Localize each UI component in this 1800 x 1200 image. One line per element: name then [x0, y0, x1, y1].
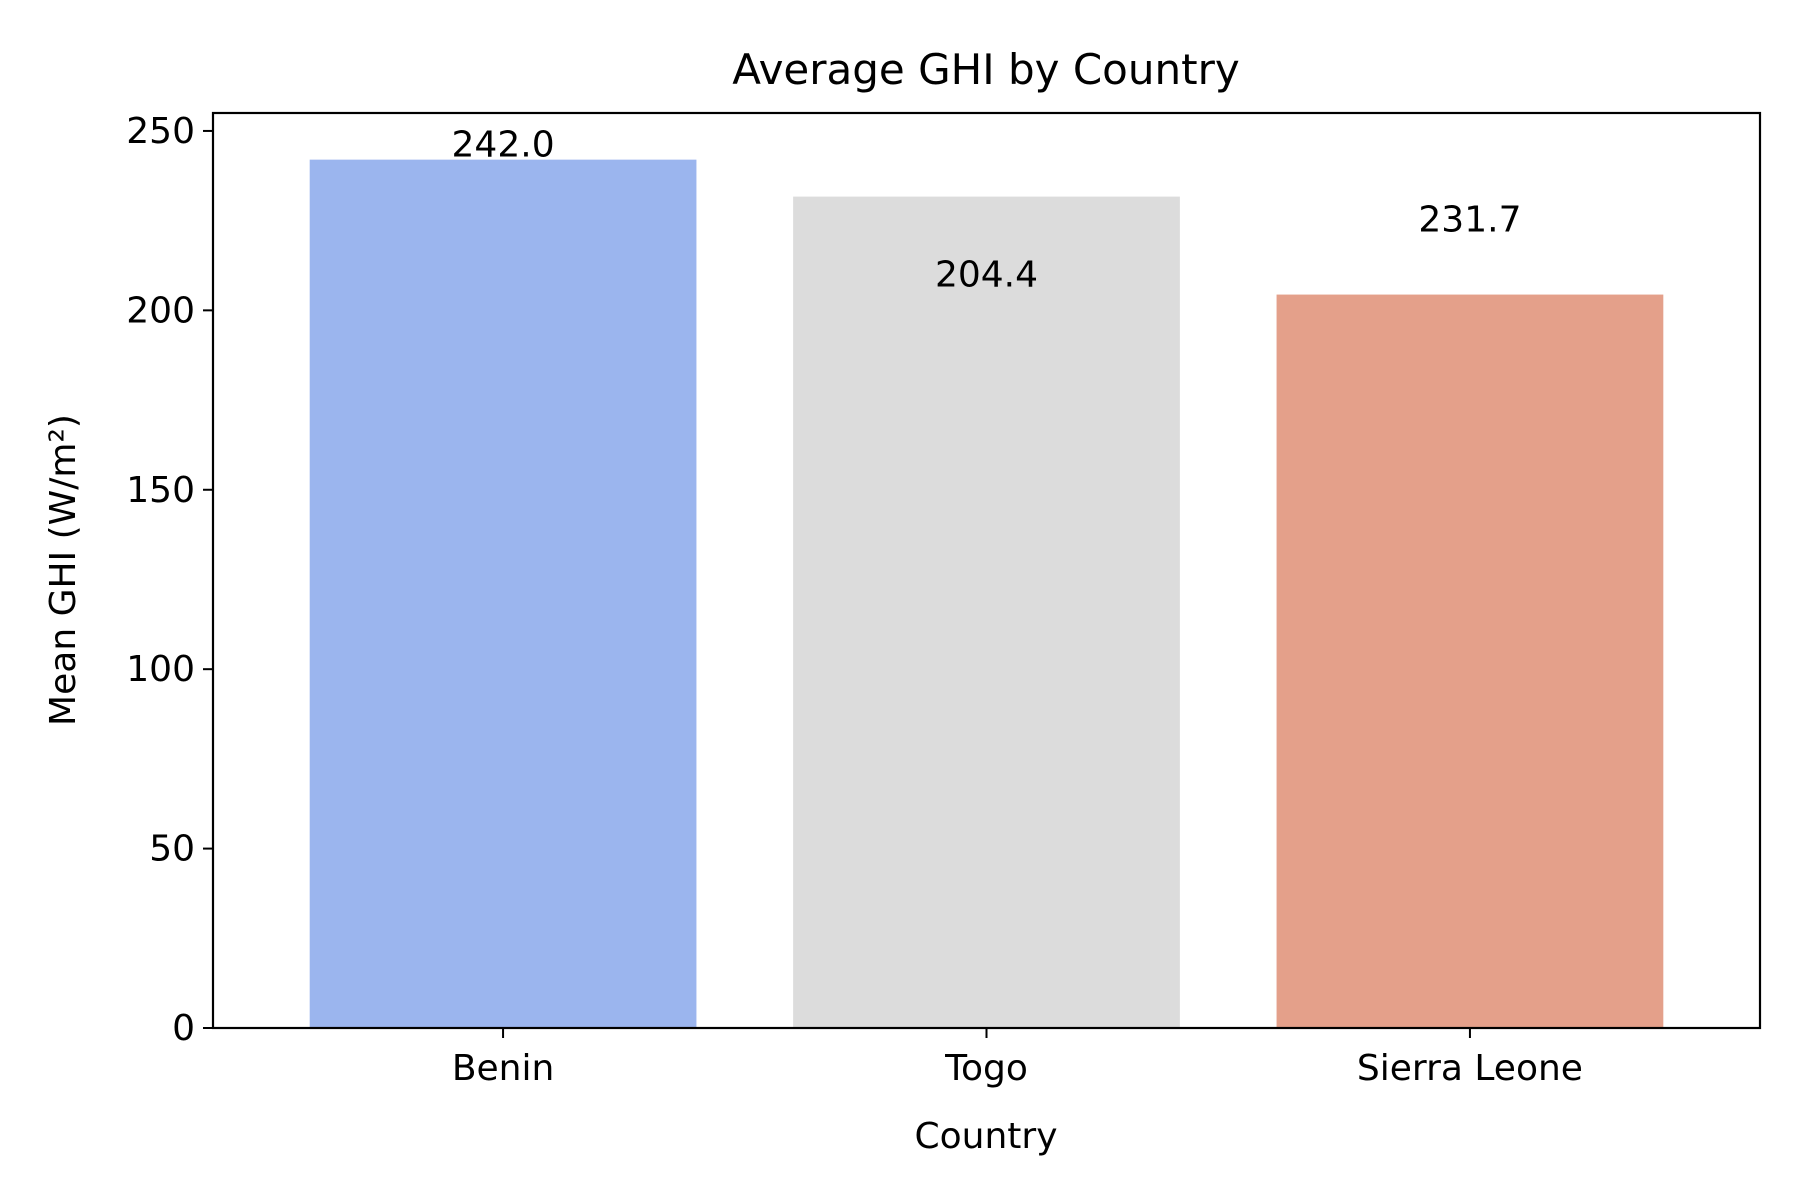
y-tick-label-0: 0 — [172, 1008, 195, 1049]
bar-sierra-leone — [1276, 294, 1664, 1028]
y-axis-label: Mean GHI (W/m²) — [43, 414, 84, 726]
data-label-benin: 242.0 — [452, 125, 555, 166]
ticks-group: Benin Togo Sierra Leone 0 50 100 150 200 250 — [126, 111, 1583, 1089]
x-tick-label-togo: Togo — [944, 1048, 1028, 1089]
x-axis-label: Country — [914, 1116, 1057, 1157]
y-tick-label-250: 250 — [126, 111, 195, 152]
x-tick-label-benin: Benin — [452, 1048, 554, 1089]
chart-title: Average GHI by Country — [732, 45, 1239, 94]
bar-togo — [793, 196, 1180, 1028]
y-tick-label-200: 200 — [126, 290, 195, 331]
data-labels-group: 242.0 204.4 231.7 — [452, 125, 1522, 296]
y-tick-label-150: 150 — [126, 470, 195, 511]
y-tick-label-50: 50 — [149, 829, 195, 870]
x-tick-label-sierra-leone: Sierra Leone — [1357, 1048, 1583, 1089]
y-tick-label-100: 100 — [126, 649, 195, 690]
data-label-togo: 204.4 — [935, 255, 1038, 296]
bars-group — [309, 159, 1664, 1028]
plot-frame — [211, 111, 1762, 1030]
data-label-sierra-leone: 231.7 — [1418, 200, 1521, 241]
bar-benin — [309, 159, 697, 1028]
